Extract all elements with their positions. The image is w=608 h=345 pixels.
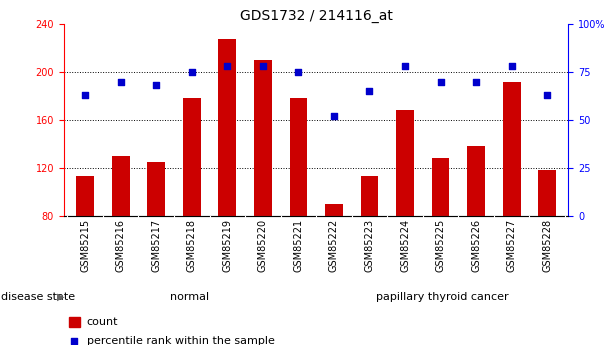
Bar: [69, 317, 80, 327]
Text: GSM85221: GSM85221: [294, 219, 303, 272]
Text: GSM85228: GSM85228: [542, 219, 552, 272]
Text: count: count: [86, 317, 118, 327]
Text: GSM85220: GSM85220: [258, 219, 268, 272]
Text: GSM85225: GSM85225: [435, 219, 446, 272]
Point: [436, 79, 446, 84]
Point: [116, 79, 126, 84]
Text: GSM85216: GSM85216: [116, 219, 126, 272]
Bar: [76, 176, 94, 216]
Text: disease state: disease state: [1, 292, 75, 302]
Text: GSM85226: GSM85226: [471, 219, 481, 272]
Bar: [289, 98, 307, 216]
Bar: [147, 162, 165, 216]
Text: GSM85218: GSM85218: [187, 219, 197, 272]
Bar: [538, 170, 556, 216]
Bar: [183, 98, 201, 216]
Text: normal: normal: [170, 292, 210, 302]
Title: GDS1732 / 214116_at: GDS1732 / 214116_at: [240, 9, 393, 23]
Point: [329, 113, 339, 119]
Point: [400, 63, 410, 69]
Text: GSM85224: GSM85224: [400, 219, 410, 272]
Point: [258, 63, 268, 69]
Text: percentile rank within the sample: percentile rank within the sample: [86, 336, 274, 345]
Text: papillary thyroid cancer: papillary thyroid cancer: [376, 292, 509, 302]
Point: [542, 92, 552, 98]
Text: GSM85227: GSM85227: [506, 219, 517, 272]
Point: [294, 69, 303, 75]
Text: GSM85222: GSM85222: [329, 219, 339, 272]
Point: [80, 92, 90, 98]
Bar: [467, 146, 485, 216]
Bar: [112, 156, 130, 216]
Bar: [218, 39, 236, 216]
Text: GSM85215: GSM85215: [80, 219, 90, 272]
Point: [223, 63, 232, 69]
Bar: [503, 81, 520, 216]
Bar: [361, 176, 378, 216]
Bar: [432, 158, 449, 216]
Point: [151, 83, 161, 88]
Point: [407, 243, 417, 248]
Point: [471, 79, 481, 84]
Point: [365, 88, 375, 94]
Point: [187, 69, 196, 75]
Point: [506, 63, 516, 69]
Text: GSM85219: GSM85219: [223, 219, 232, 272]
Bar: [325, 204, 343, 216]
Text: ▶: ▶: [57, 292, 64, 302]
Text: GSM85217: GSM85217: [151, 219, 161, 272]
Bar: [396, 110, 414, 216]
Text: GSM85223: GSM85223: [364, 219, 375, 272]
Bar: [254, 60, 272, 216]
